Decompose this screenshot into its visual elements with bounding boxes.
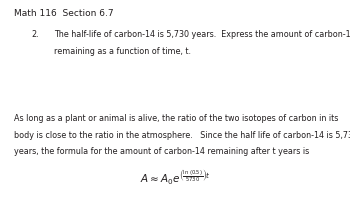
Text: 2.: 2. xyxy=(32,30,39,39)
Text: Math 116  Section 6.7: Math 116 Section 6.7 xyxy=(14,9,114,18)
Text: The half-life of carbon-14 is 5,730 years.  Express the amount of carbon-14: The half-life of carbon-14 is 5,730 year… xyxy=(54,30,350,39)
Text: remaining as a function of time, t.: remaining as a function of time, t. xyxy=(54,47,191,56)
Text: $A \approx A_0 e^{\left(\frac{\ln\,(0.5)}{5730}\right)t}$: $A \approx A_0 e^{\left(\frac{\ln\,(0.5)… xyxy=(140,167,210,187)
Text: As long as a plant or animal is alive, the ratio of the two isotopes of carbon i: As long as a plant or animal is alive, t… xyxy=(14,114,338,123)
Text: years, the formula for the amount of carbon-14 remaining after t years is: years, the formula for the amount of car… xyxy=(14,147,309,156)
Text: body is close to the ratio in the atmosphere.   Since the half life of carbon-14: body is close to the ratio in the atmosp… xyxy=(14,131,350,140)
